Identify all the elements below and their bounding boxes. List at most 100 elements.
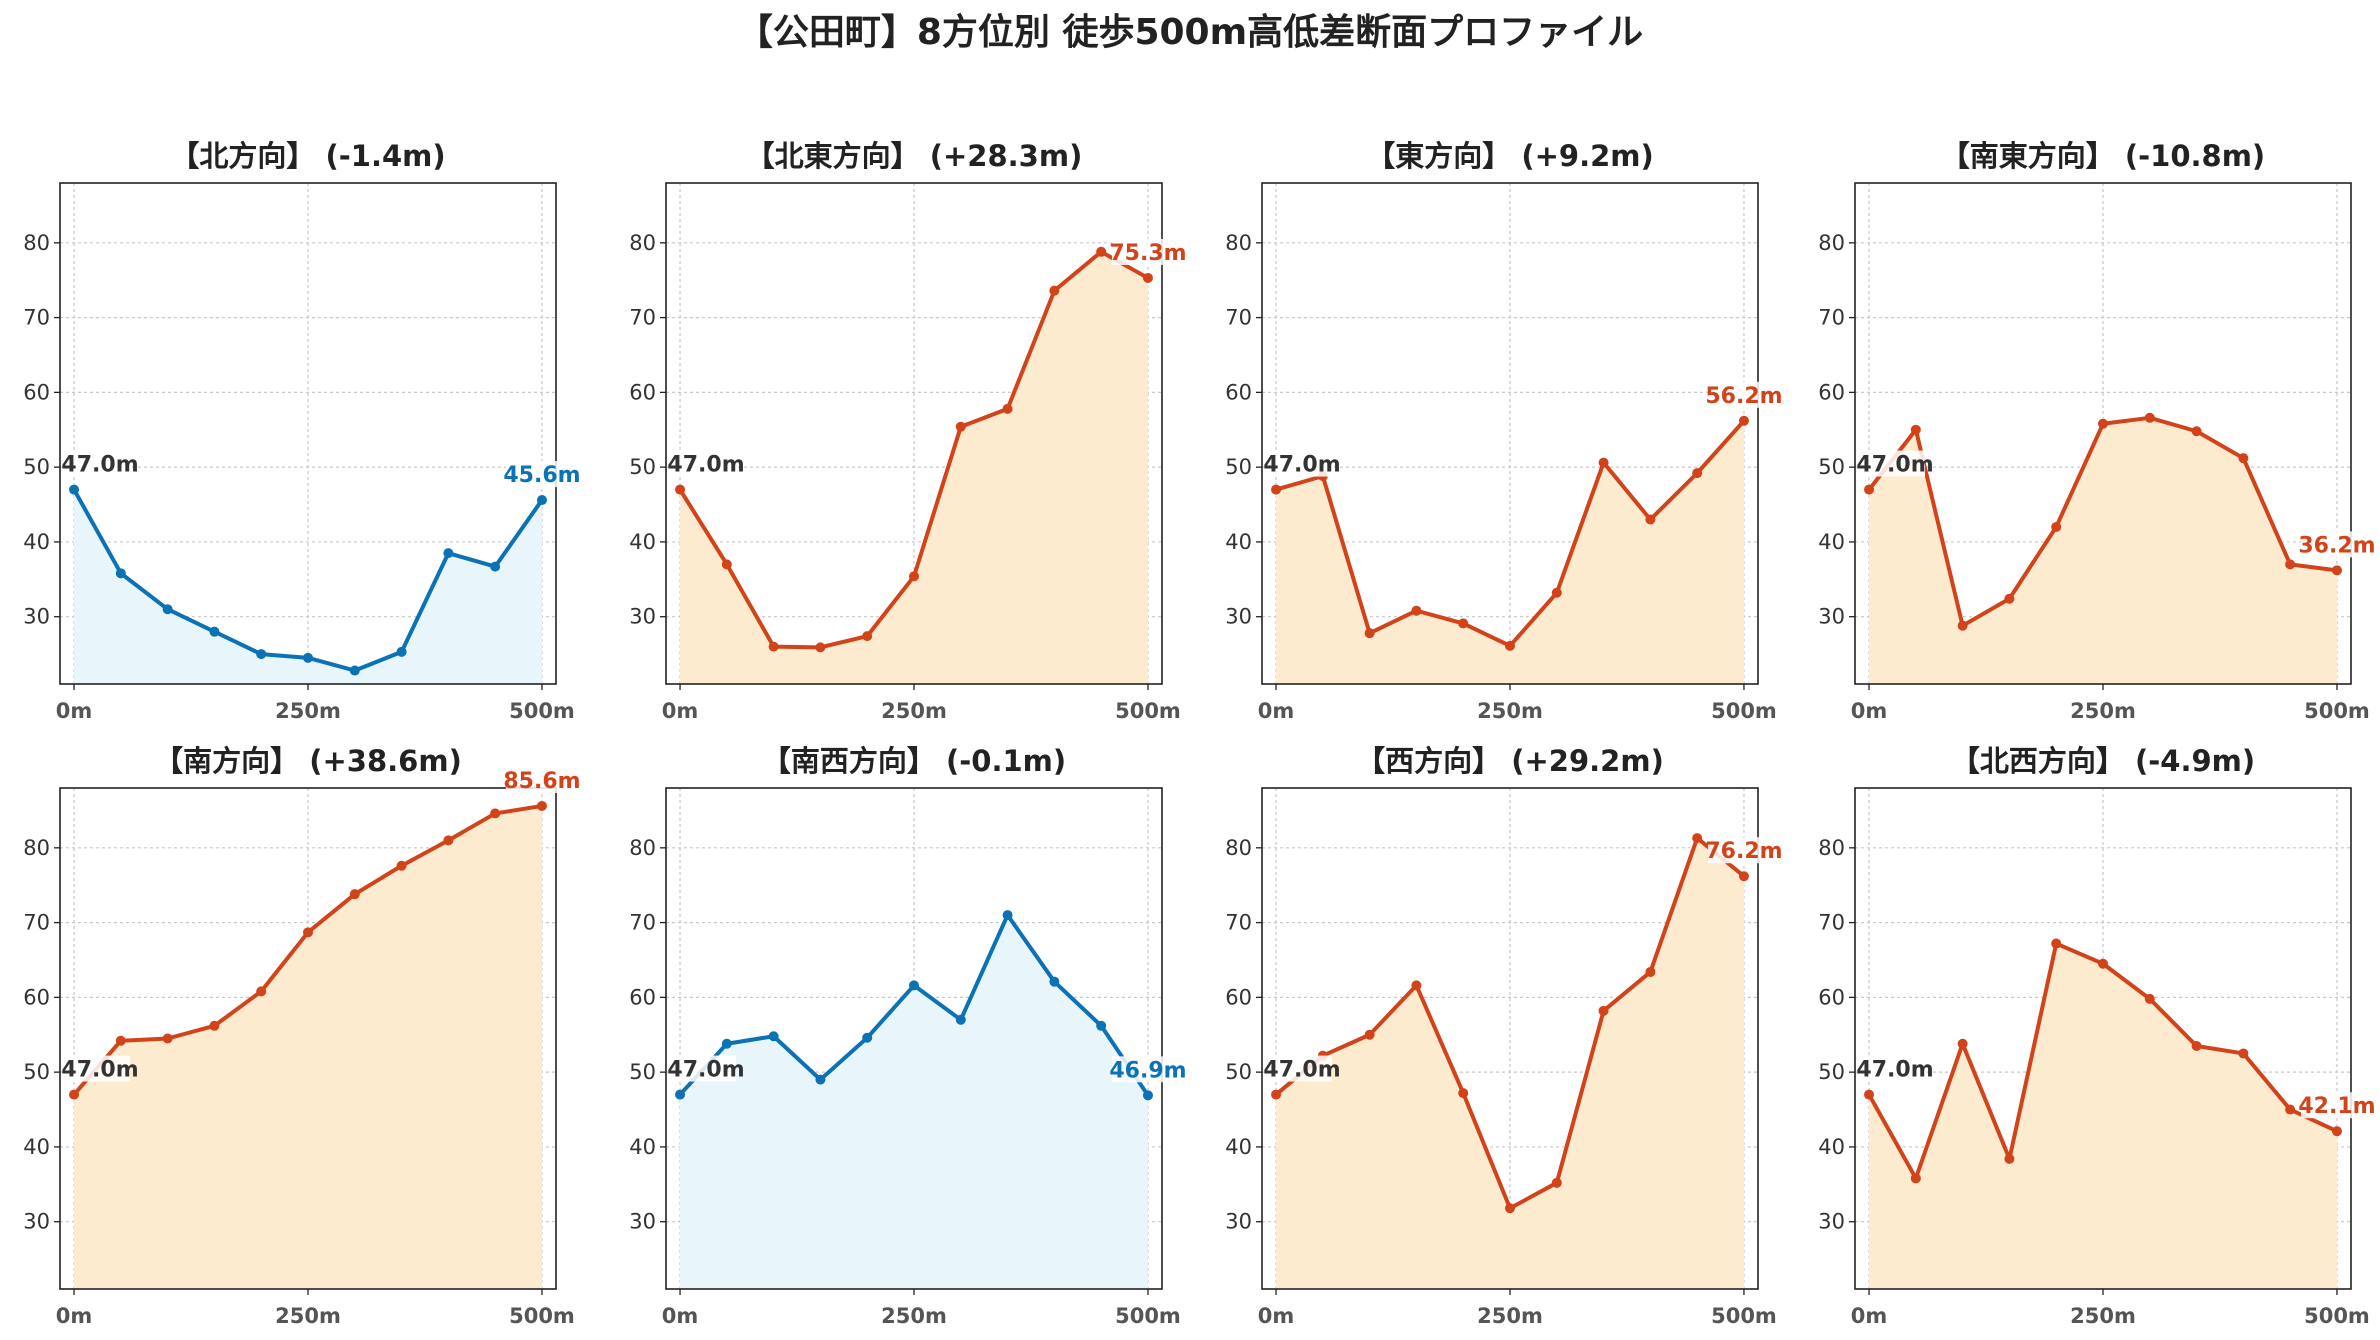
y-tick-label: 50 [1818,1060,1845,1084]
data-point [209,1020,220,1031]
x-tick-label: 0m [1258,699,1295,723]
data-point [1738,415,1749,426]
y-tick-label: 40 [629,1135,656,1159]
data-point [209,626,220,637]
start-label-box [68,1055,131,1082]
data-point [768,1031,779,1042]
data-point [1864,484,1875,495]
y-tick-label: 70 [23,306,50,330]
y-tick-label: 30 [1818,1210,1845,1234]
x-tick-label: 500m [2304,699,2370,723]
data-point [69,484,80,495]
y-tick-label: 40 [629,530,656,554]
x-tick-label: 500m [2304,1304,2370,1328]
y-tick-label: 80 [629,836,656,860]
x-tick-label: 250m [2070,1304,2136,1328]
panel-title: 【北西方向】 (-4.9m) [1951,744,2255,778]
data-point [1411,605,1422,616]
start-elevation-label: 47.0m [667,1058,744,1083]
data-point [2144,993,2155,1004]
x-tick-label: 250m [881,1304,947,1328]
y-tick-label: 80 [1818,836,1845,860]
data-point [1002,910,1013,921]
y-tick-label: 50 [23,1060,50,1084]
x-tick-label: 0m [56,1304,93,1328]
data-point [2331,1126,2342,1137]
y-tick-label: 40 [23,530,50,554]
y-tick-label: 60 [23,380,50,404]
axes-frame [59,787,557,1290]
data-point [815,642,826,653]
x-tick-label: 500m [1115,1304,1181,1328]
panel-7: 【西方向】 (+29.2m) 30 40 50 60 70 80 0m 250m 500m 47.0… [1225,744,1782,1328]
panel-title: 【西方向】 (+29.2m) [1356,744,1664,778]
data-point [2191,426,2202,437]
data-point [721,559,732,570]
start-label-box [1863,450,1926,477]
end-elevation-label: 36.2m [2298,533,2375,558]
data-point [349,665,360,676]
start-elevation-label: 47.0m [1263,1058,1340,1083]
data-point [396,860,407,871]
data-point [1049,285,1060,296]
data-point [2004,1153,2015,1164]
data-point [2285,1104,2296,1115]
data-point [1692,468,1703,479]
start-label-box [674,1055,737,1082]
data-point [490,561,501,572]
axes-frame [59,182,557,685]
data-point [1692,833,1703,844]
y-tick-label: 30 [1225,605,1252,629]
y-tick-label: 70 [629,911,656,935]
data-point [1645,514,1656,525]
end-elevation-label: 76.2m [1705,839,1782,864]
end-elevation-label: 46.9m [1109,1058,1186,1083]
x-tick-label: 500m [509,699,575,723]
y-tick-label: 70 [1225,911,1252,935]
data-point [2004,593,2015,604]
start-elevation-label: 47.0m [1856,453,1933,478]
axes-frame [1261,182,1759,685]
start-elevation-label: 47.0m [1263,453,1340,478]
data-point [1738,871,1749,882]
y-tick-label: 50 [1225,1060,1252,1084]
y-tick-label: 40 [1225,530,1252,554]
panel-4: 【南東方向】 (-10.8m) 30 40 50 60 70 80 0m 250m 500m 47.… [1818,139,2375,723]
end-label-box [1111,1056,1184,1083]
y-tick-label: 30 [1818,605,1845,629]
profile-area [1276,838,1744,1289]
data-point [256,649,267,660]
axes-frame [1854,182,2352,685]
start-elevation-label: 47.0m [667,453,744,478]
end-label-box [1707,837,1780,864]
data-point [2285,559,2296,570]
y-tick-label: 40 [1818,1135,1845,1159]
data-point [675,1089,686,1100]
x-tick-label: 250m [2070,699,2136,723]
data-point [303,927,313,938]
x-tick-label: 250m [275,699,341,723]
y-tick-label: 50 [629,1060,656,1084]
data-point [162,604,173,615]
x-tick-label: 250m [275,1304,341,1328]
data-point [1096,1020,1107,1031]
end-label-box [505,461,578,488]
data-point [1364,1029,1375,1040]
data-point [2238,1048,2249,1059]
profile-area [1869,417,2337,684]
end-elevation-label: 56.2m [1705,384,1782,409]
data-point [768,641,779,652]
data-point [1505,1203,1515,1214]
data-point [115,1035,126,1046]
end-elevation-label: 42.1m [2298,1094,2375,1119]
data-point [256,986,267,997]
x-tick-label: 0m [662,699,699,723]
x-tick-label: 0m [1851,699,1888,723]
y-tick-label: 30 [1225,1210,1252,1234]
axes-frame [665,182,1163,685]
x-tick-label: 500m [1711,1304,1777,1328]
start-label-box [1863,1055,1926,1082]
data-point [721,1038,732,1049]
data-point [2331,565,2342,576]
